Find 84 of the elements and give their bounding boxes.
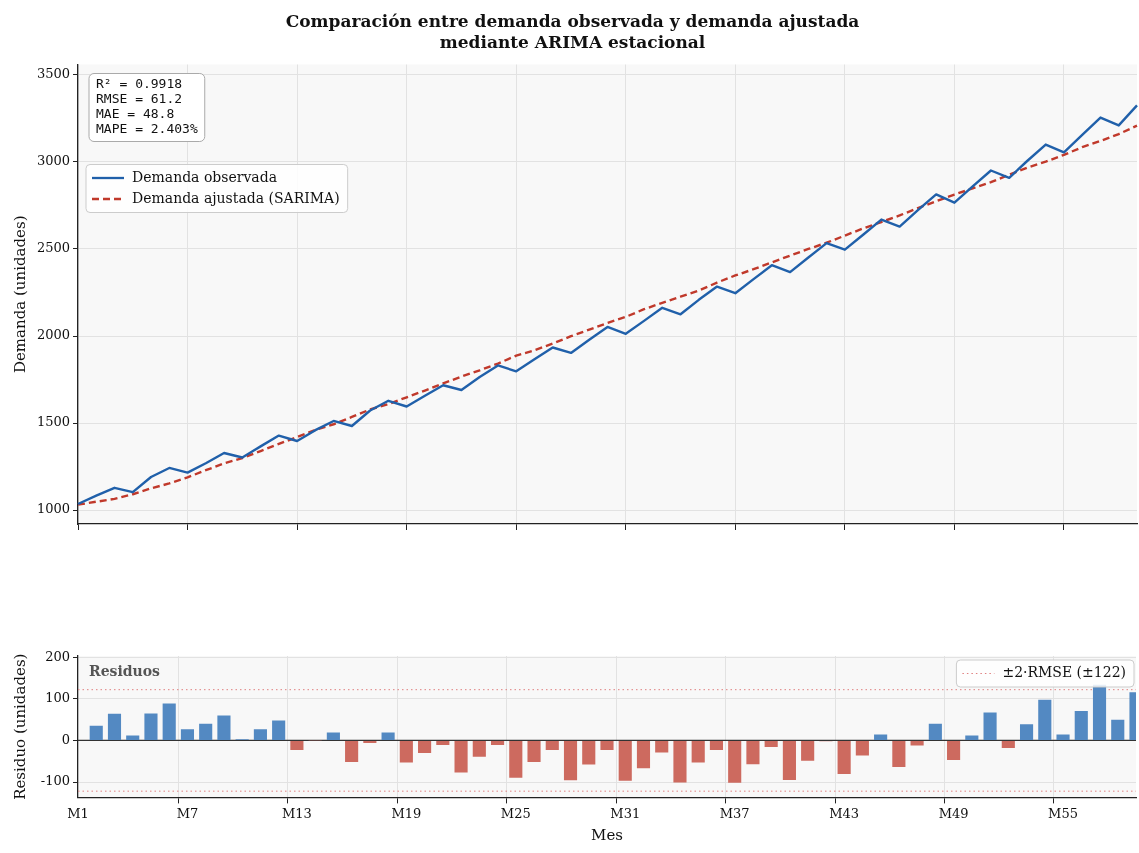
bar	[1001, 740, 1015, 748]
y-axis-title: Demanda (unidades)	[10, 215, 29, 374]
bar	[363, 740, 377, 743]
y-tick-label: -100	[40, 773, 70, 789]
bar	[418, 740, 432, 753]
bar	[345, 740, 359, 763]
bar	[180, 729, 195, 740]
bar	[600, 740, 614, 750]
bar	[855, 740, 869, 756]
bar	[162, 703, 176, 740]
bar	[801, 740, 815, 761]
bar	[326, 732, 340, 740]
bar	[892, 740, 906, 768]
legend-label: ±2·RMSE (±122)	[1002, 664, 1127, 681]
bar	[509, 740, 523, 778]
bar	[107, 713, 122, 740]
bar	[782, 740, 796, 780]
y-tick-label: 3500	[36, 66, 70, 82]
bar	[217, 715, 231, 740]
bar	[874, 734, 888, 740]
bar	[582, 740, 596, 765]
annotation: MAPE = 2.403%	[96, 121, 198, 137]
bar	[144, 713, 158, 740]
x-tick-label: M7	[176, 805, 199, 821]
x-tick-label: M37	[719, 805, 750, 821]
y-tick-label: 0	[61, 731, 70, 747]
bar	[272, 720, 286, 740]
bar	[1019, 724, 1034, 740]
annotation: MAE = 48.8	[96, 106, 175, 122]
annotation: R² = 0.9918	[96, 76, 183, 92]
bar	[126, 735, 140, 740]
y-tick-label: 200	[45, 648, 70, 664]
bar	[563, 740, 578, 781]
legend-label: Demanda ajustada (SARIMA)	[132, 189, 340, 206]
legend-label: Demanda observada	[132, 168, 278, 185]
bar	[436, 740, 450, 745]
bar	[673, 740, 687, 783]
bar	[1111, 719, 1125, 740]
bar	[655, 740, 669, 753]
bar	[290, 740, 304, 750]
bar	[1056, 734, 1070, 740]
x-tick-label: M13	[281, 805, 312, 821]
bar	[983, 712, 997, 740]
bar	[253, 729, 267, 740]
bar	[1074, 710, 1088, 740]
bar	[472, 740, 486, 757]
y-tick-label: 1000	[36, 501, 70, 517]
bar	[89, 725, 103, 740]
bar	[618, 740, 632, 781]
bar	[709, 740, 724, 750]
x-tick-label: M55	[1048, 805, 1078, 821]
bar	[527, 740, 541, 763]
x-axis-title: Mes	[591, 825, 623, 844]
bar	[746, 740, 760, 765]
annotation: Residuos	[89, 662, 161, 679]
bar	[764, 740, 778, 748]
bar	[947, 740, 961, 760]
x-tick-label: M49	[938, 805, 969, 821]
annotation: RMSE = 61.2	[96, 91, 183, 107]
bar	[636, 740, 651, 769]
x-tick-label: M19	[391, 805, 422, 821]
x-tick-label: M43	[829, 805, 860, 821]
bar	[545, 740, 559, 750]
bar	[381, 732, 395, 740]
x-tick-label: M1	[67, 805, 89, 821]
bar	[199, 723, 213, 740]
bar	[1038, 699, 1052, 740]
y-tick-label: 3000	[36, 153, 70, 169]
y-tick-label: 2500	[36, 240, 70, 256]
y-tick-label: 100	[45, 690, 70, 706]
bar	[399, 740, 413, 763]
bar	[965, 735, 979, 740]
bar	[928, 723, 942, 740]
chart-title: Comparación entre demanda observada y demanda ajustada mediante ARIMA estacional	[285, 11, 860, 53]
bar	[454, 740, 468, 773]
y-tick-label: 2000	[36, 327, 70, 343]
y-tick-label: 1500	[36, 414, 70, 430]
y-axis-title: Residuo (unidades)	[10, 653, 29, 800]
x-tick-label: M31	[610, 805, 641, 821]
bar	[490, 740, 505, 745]
bar	[728, 740, 742, 783]
bar	[837, 740, 851, 775]
bar	[691, 740, 705, 763]
x-tick-label: M25	[500, 805, 531, 821]
